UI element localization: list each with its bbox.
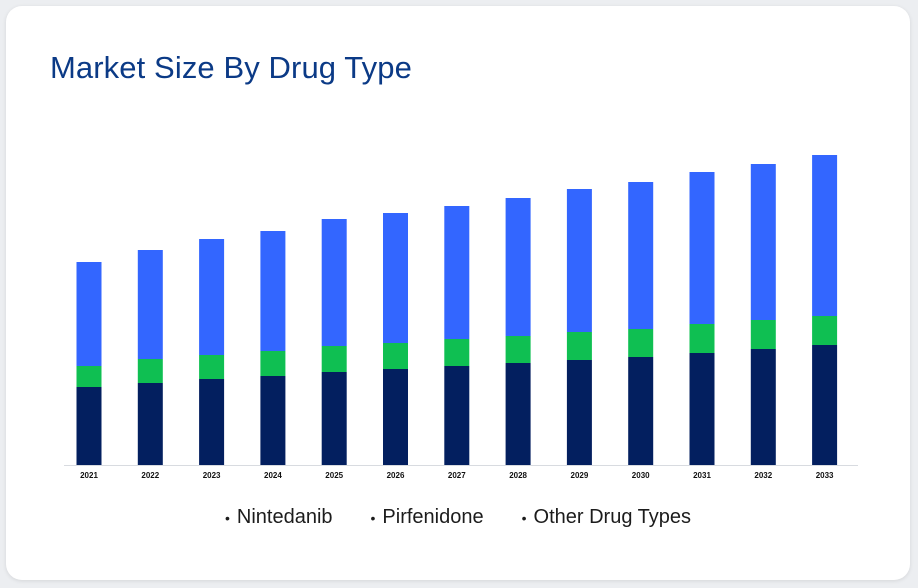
x-tick-label: 2022 [141,471,159,480]
legend-item-nintedanib[interactable]: • Nintedanib [225,506,333,529]
bar-segment-nintedanib-2023[interactable] [199,379,225,465]
bar-segment-other-drug-types-2023[interactable] [199,239,225,355]
bar-segment-other-drug-types-2030[interactable] [628,182,654,329]
x-tick-label: 2030 [632,471,650,480]
bar-segment-pirfenidone-2026[interactable] [383,343,408,369]
bar-segment-nintedanib-2032[interactable] [750,349,776,465]
stacked-bar-chart: 2021 2022 2023 2024 2025 2026 2027 2028 2029 2030… [64,155,858,480]
legend-label: Nintedanib [236,506,333,528]
bar-segment-other-drug-types-2022[interactable] [137,250,163,359]
bullet-icon: • [224,509,230,526]
bar-segment-nintedanib-2028[interactable] [505,363,531,465]
bullet-icon: • [521,509,527,526]
x-tick-label: 2027 [448,471,466,480]
legend-item-other-drug-types[interactable]: • Other Drug Types [522,506,691,529]
legend-item-pirfenidone[interactable]: • Pirfenidone [371,506,484,529]
bars-group [76,155,838,465]
bar-segment-other-drug-types-2031[interactable] [689,172,715,324]
bar-segment-pirfenidone-2030[interactable] [628,329,654,357]
bar-segment-nintedanib-2022[interactable] [137,383,163,465]
x-tick-label: 2032 [754,471,772,480]
bar-segment-pirfenidone-2029[interactable] [566,332,592,360]
chart-card: Market Size By Drug Type 2021 2022 2023 202… [6,6,910,580]
bar-segment-nintedanib-2033[interactable] [812,345,838,465]
bar-segment-nintedanib-2031[interactable] [689,353,715,465]
bar-segment-pirfenidone-2021[interactable] [76,366,102,387]
legend-label: Pirfenidone [382,506,484,528]
bar-segment-nintedanib-2026[interactable] [383,369,408,465]
x-tick-label: 2033 [816,471,834,480]
bar-segment-pirfenidone-2028[interactable] [505,336,531,363]
chart-title: Market Size By Drug Type [50,50,412,85]
legend: • Nintedanib • Pirfenidone • Other Drug … [6,506,910,529]
x-tick-label: 2021 [80,471,98,480]
x-tick-label: 2026 [387,471,405,480]
x-tick-label: 2029 [571,471,589,480]
bar-segment-pirfenidone-2022[interactable] [137,359,163,383]
bar-segment-nintedanib-2030[interactable] [628,357,654,465]
x-tick-labels: 2021 2022 2023 2024 2025 2026 2027 2028 2029 2030… [80,471,834,480]
bullet-icon: • [370,509,376,526]
bar-segment-pirfenidone-2032[interactable] [750,320,776,349]
bar-segment-nintedanib-2025[interactable] [321,372,347,465]
bar-segment-other-drug-types-2029[interactable] [566,189,592,332]
bar-segment-pirfenidone-2027[interactable] [444,339,470,366]
bar-segment-nintedanib-2027[interactable] [444,366,470,465]
x-tick-label: 2028 [509,471,527,480]
bar-segment-other-drug-types-2032[interactable] [750,164,776,320]
bar-segment-pirfenidone-2024[interactable] [260,351,286,376]
bar-segment-other-drug-types-2028[interactable] [505,198,531,336]
bar-segment-nintedanib-2021[interactable] [76,387,102,465]
x-tick-label: 2031 [693,471,711,480]
bar-segment-nintedanib-2024[interactable] [260,376,286,465]
bar-segment-pirfenidone-2033[interactable] [812,316,838,345]
x-tick-label: 2023 [203,471,221,480]
bar-segment-pirfenidone-2031[interactable] [689,324,715,353]
bar-segment-other-drug-types-2025[interactable] [321,219,347,346]
bar-segment-other-drug-types-2027[interactable] [444,206,470,339]
legend-label: Other Drug Types [533,506,691,528]
bar-segment-nintedanib-2029[interactable] [566,360,592,465]
bar-segment-other-drug-types-2021[interactable] [76,262,102,366]
bar-segment-other-drug-types-2024[interactable] [260,231,286,351]
x-tick-label: 2025 [325,471,343,480]
bar-segment-pirfenidone-2025[interactable] [321,346,347,372]
bar-segment-pirfenidone-2023[interactable] [199,355,225,379]
bar-segment-other-drug-types-2033[interactable] [812,155,838,316]
x-tick-label: 2024 [264,471,282,480]
bar-segment-other-drug-types-2026[interactable] [383,213,408,343]
